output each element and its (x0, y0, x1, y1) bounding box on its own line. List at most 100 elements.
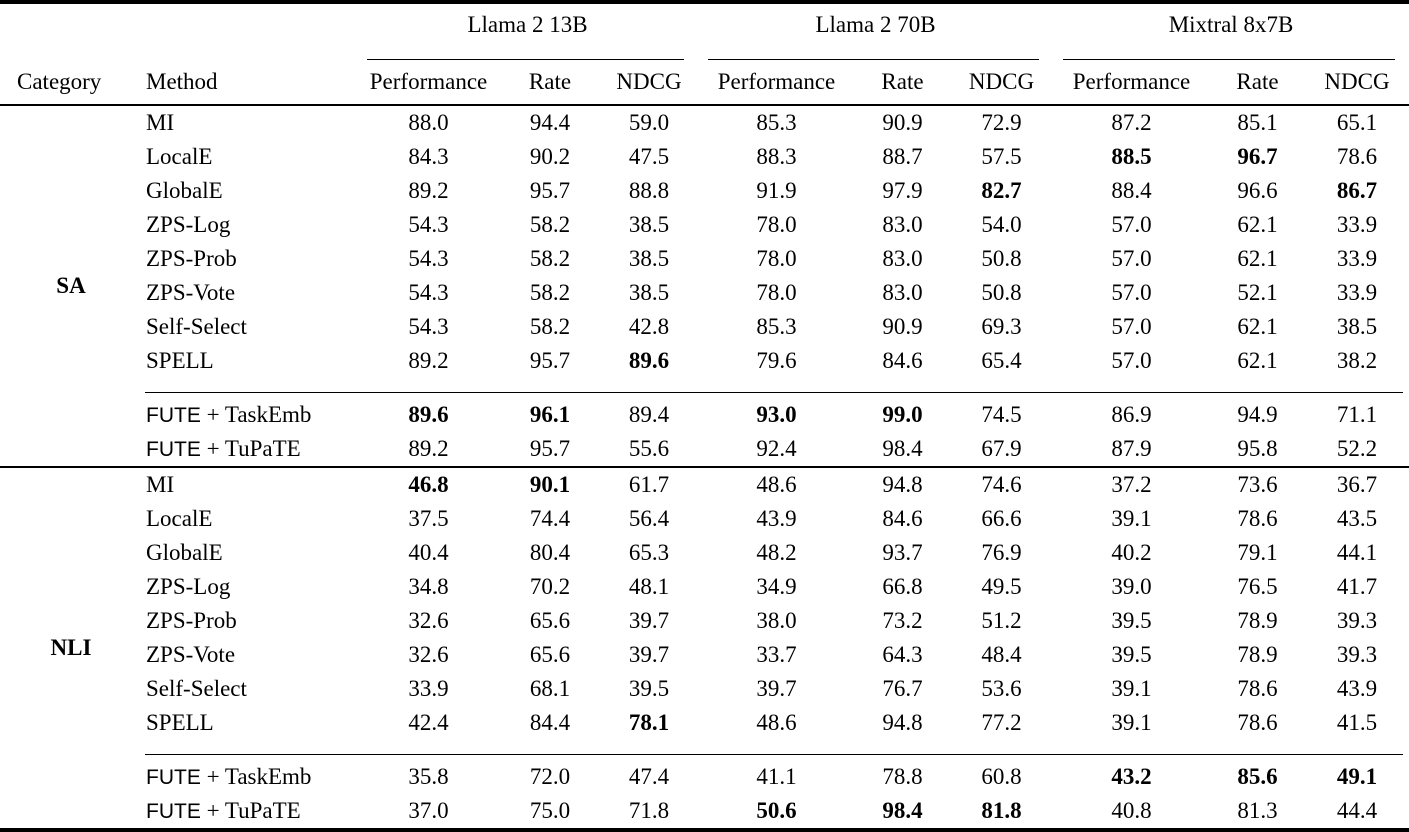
value-cell: 41.7 (1336, 574, 1378, 599)
value-cell: 48.6 (698, 466, 855, 502)
column-header-row: Category Method Performance Rate NDCG Pe… (0, 60, 1409, 106)
value-cell: 82.7 (981, 178, 1022, 203)
value-cell: 84.6 (882, 348, 923, 373)
value-cell: 65.6 (529, 608, 571, 633)
value-cell: 51.2 (981, 608, 1022, 633)
value-cell: 68.1 (529, 676, 571, 701)
table-row: ZPS-Vote 54.3 58.2 38.5 78.0 83.0 50.8 57.0 52.1… (0, 276, 1409, 310)
value-cell: 44.1 (1336, 540, 1378, 565)
method-rest: + TaskEmb (200, 764, 312, 789)
value-cell: 79.6 (756, 348, 797, 373)
value-cell: 78.0 (756, 280, 797, 305)
midrule-row (0, 378, 1409, 398)
value-cell: 33.9 (1336, 280, 1378, 305)
value-cell: 65.3 (628, 540, 670, 565)
value-cell: 37.2 (1053, 466, 1210, 502)
value-cell: 50.6 (756, 798, 797, 823)
value-cell: 76.9 (981, 540, 1022, 565)
method-cell: GlobalE (146, 178, 223, 203)
method-cell: ZPS-Vote (146, 280, 236, 305)
value-cell: 39.7 (628, 608, 670, 633)
value-cell: 49.5 (981, 574, 1022, 599)
method-cell: Self-Select (146, 314, 247, 339)
value-cell: 83.0 (882, 246, 923, 271)
value-cell: 37.0 (408, 798, 449, 823)
group-header-row: Llama 2 13B Llama 2 70B Mixtral 8x7B (0, 2, 1409, 60)
table-row: LocalE 84.3 90.2 47.5 88.3 88.7 57.5 88.5 96.7 78… (0, 140, 1409, 174)
value-cell: 66.6 (981, 506, 1022, 531)
value-cell: 88.7 (882, 144, 923, 169)
value-cell: 76.7 (882, 676, 923, 701)
value-cell: 39.5 (628, 676, 670, 701)
method-cell: MI (142, 466, 357, 502)
value-cell: 53.6 (981, 676, 1022, 701)
value-cell: 39.5 (1111, 608, 1152, 633)
value-cell: 76.5 (1237, 574, 1278, 599)
value-cell: 69.3 (981, 314, 1022, 339)
value-cell: 85.1 (1237, 110, 1278, 135)
value-cell: 62.1 (1237, 348, 1278, 373)
midrule-line (145, 391, 1403, 394)
value-cell: 48.6 (756, 710, 797, 735)
value-cell: 84.4 (529, 710, 571, 735)
value-cell: 84.6 (882, 506, 923, 531)
value-cell: 58.2 (529, 280, 571, 305)
value-cell: 90.2 (529, 144, 571, 169)
value-cell: 40.2 (1111, 540, 1152, 565)
value-cell: 54.3 (408, 212, 449, 237)
value-cell: 78.0 (756, 212, 797, 237)
value-cell: 48.2 (756, 540, 797, 565)
value-cell: 85.3 (756, 314, 797, 339)
value-cell: 65.1 (1336, 110, 1378, 135)
value-cell: 71.8 (628, 798, 670, 823)
value-cell: 74.4 (529, 506, 571, 531)
value-cell: 78.8 (882, 764, 923, 789)
value-cell: 81.8 (981, 798, 1022, 823)
value-cell: 57.0 (1111, 348, 1152, 373)
value-cell: 65.4 (981, 348, 1022, 373)
value-cell: 87.2 (1111, 110, 1152, 135)
value-cell: 58.2 (529, 212, 571, 237)
value-cell: 54.3 (408, 314, 449, 339)
value-cell: 99.0 (882, 402, 923, 427)
value-cell: 38.5 (628, 280, 670, 305)
value-cell: 61.7 (600, 466, 698, 502)
value-cell: 33.9 (1336, 246, 1378, 271)
value-cell: 78.6 (1336, 144, 1378, 169)
table-row: FUTE + TuPaTE 37.0 75.0 71.8 50.6 98.4 81.8 40.… (0, 794, 1409, 830)
column-header-category: Category (0, 60, 142, 106)
value-cell: 39.5 (1111, 642, 1152, 667)
value-cell: 81.3 (1237, 798, 1278, 823)
group-label: Llama 2 70B (815, 12, 936, 37)
value-cell: 78.0 (756, 246, 797, 271)
value-cell: 38.0 (756, 608, 797, 633)
value-cell: 54.0 (981, 212, 1022, 237)
section-sa: SA MI 88.0 94.4 59.0 85.3 90.9 72.9 87.2 85.1 65.1… (0, 105, 1409, 467)
value-cell: 62.1 (1237, 246, 1278, 271)
table-row: GlobalE 40.4 80.4 65.3 48.2 93.7 76.9 40.2 79.1 4… (0, 536, 1409, 570)
value-cell: 40.4 (408, 540, 449, 565)
method-cell: ZPS-Log (146, 212, 231, 237)
value-cell: 78.9 (1237, 608, 1278, 633)
table-row: ZPS-Prob 32.6 65.6 39.7 38.0 73.2 51.2 39.5 78.9… (0, 604, 1409, 638)
value-cell: 44.4 (1336, 798, 1378, 823)
midrule-row (0, 740, 1409, 760)
column-header-ndcg: NDCG (600, 60, 698, 106)
table-row: ZPS-Log 54.3 58.2 38.5 78.0 83.0 54.0 57.0 62.1 3… (0, 208, 1409, 242)
method-prefix: FUTE (146, 800, 201, 823)
value-cell: 43.9 (756, 506, 797, 531)
value-cell: 32.6 (408, 608, 449, 633)
table-row: LocalE 37.5 74.4 56.4 43.9 84.6 66.6 39.1 78.6 43… (0, 502, 1409, 536)
value-cell: 36.7 (1305, 466, 1409, 502)
value-cell: 33.9 (408, 676, 449, 701)
value-cell: 57.0 (1111, 280, 1152, 305)
value-cell: 72.0 (529, 764, 571, 789)
value-cell: 75.0 (529, 798, 571, 823)
value-cell: 71.1 (1336, 402, 1378, 427)
value-cell: 78.9 (1237, 642, 1278, 667)
method-cell: ZPS-Vote (146, 642, 236, 667)
value-cell: 46.8 (357, 466, 500, 502)
value-cell: 93.0 (756, 402, 797, 427)
value-cell: 39.7 (756, 676, 797, 701)
method-cell: FUTE + TuPaTE (142, 794, 357, 830)
